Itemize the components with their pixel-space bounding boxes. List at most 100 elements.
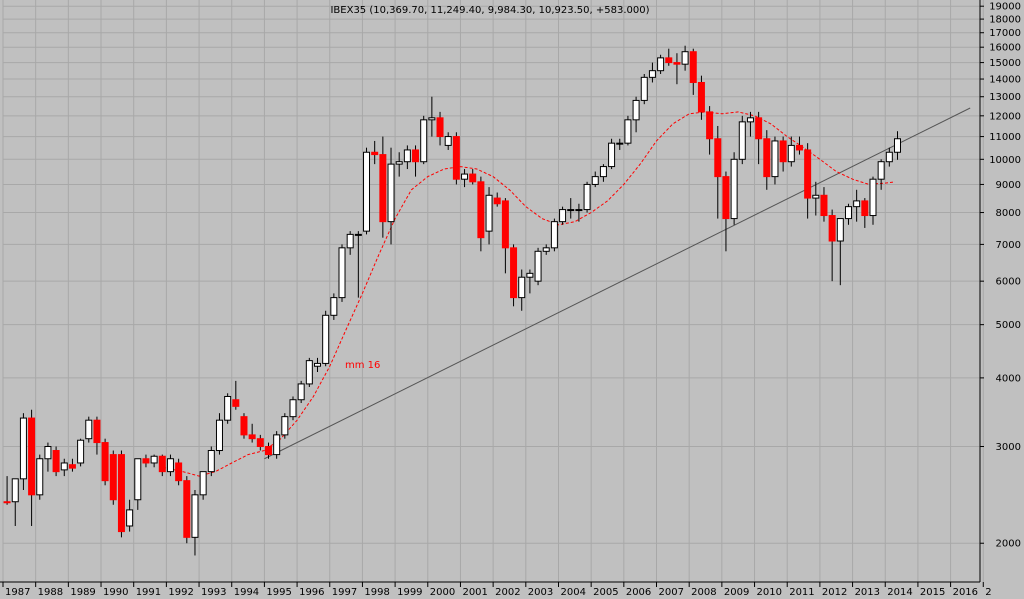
candle-body-down bbox=[673, 62, 681, 65]
x-tick-label: 2012 bbox=[822, 587, 847, 598]
candle-body-up bbox=[134, 458, 142, 501]
candle-body-down bbox=[452, 136, 460, 180]
candle-body-down bbox=[142, 458, 150, 464]
candle-body-up bbox=[648, 70, 656, 78]
x-tick-label: 1993 bbox=[201, 587, 226, 598]
x-tick-label: 2015 bbox=[920, 587, 945, 598]
x-tick-label: 2016 bbox=[953, 587, 978, 598]
trendline bbox=[264, 107, 971, 460]
candle-body-down bbox=[697, 81, 705, 113]
candle-body-up bbox=[836, 218, 844, 242]
candle-body-down bbox=[109, 454, 117, 501]
candle-body-up bbox=[526, 272, 534, 278]
x-tick-label: 2004 bbox=[560, 587, 585, 598]
x-tick-label: 1995 bbox=[266, 587, 291, 598]
y-tick-label: 9000 bbox=[996, 180, 1021, 191]
candle-body-down bbox=[379, 154, 387, 223]
candle-body-up bbox=[273, 434, 281, 456]
candle-body-up bbox=[354, 233, 362, 236]
candle-body-up bbox=[616, 142, 624, 145]
candle-body-up bbox=[330, 297, 338, 316]
candle-body-down bbox=[689, 51, 697, 83]
candle-body-up bbox=[485, 194, 493, 232]
candle-body-up bbox=[567, 209, 575, 212]
candle-body-up bbox=[583, 183, 591, 211]
moving-average-line bbox=[162, 111, 896, 477]
y-tick-label: 4000 bbox=[996, 373, 1021, 384]
y-tick-label: 18000 bbox=[989, 15, 1021, 26]
candle-body-up bbox=[44, 446, 52, 460]
candle-body-up bbox=[395, 161, 403, 165]
x-tick-label: 2008 bbox=[691, 587, 716, 598]
x-tick-label: 2010 bbox=[757, 587, 782, 598]
candle-body-up bbox=[346, 233, 354, 249]
candle-body-up bbox=[150, 455, 158, 464]
x-tick-label: 1988 bbox=[38, 587, 63, 598]
candle-body-down bbox=[861, 200, 869, 217]
candle-body-up bbox=[575, 209, 583, 212]
x-tick-label: 2001 bbox=[462, 587, 487, 598]
y-tick-label: 17000 bbox=[989, 28, 1021, 39]
candle-body-up bbox=[681, 51, 689, 65]
candle-body-down bbox=[714, 138, 722, 178]
candle-body-up bbox=[224, 395, 232, 421]
candle-body-down bbox=[68, 464, 76, 469]
candle-body-up bbox=[657, 57, 665, 72]
candle-body-up bbox=[518, 276, 526, 299]
candle-body-up bbox=[387, 163, 395, 223]
candle-body-down bbox=[804, 149, 812, 199]
y-tick-label: 6000 bbox=[996, 277, 1021, 288]
y-tick-label: 13000 bbox=[989, 92, 1021, 103]
candle-body-up bbox=[461, 173, 469, 180]
x-tick-label: 1991 bbox=[136, 587, 161, 598]
candle-body-down bbox=[501, 200, 509, 249]
candle-body-up bbox=[591, 176, 599, 185]
x-tick-label: 2 bbox=[985, 587, 991, 598]
x-tick-label: 1990 bbox=[103, 587, 128, 598]
x-tick-label: 1992 bbox=[168, 587, 193, 598]
candle-body-up bbox=[738, 121, 746, 160]
ma-annotation: mm 16 bbox=[345, 360, 380, 371]
candle-body-up bbox=[608, 142, 616, 168]
x-axis-ticks: 1987 1988 1989 1990 1991 1992 1993 1994 1995 1996… bbox=[2, 582, 992, 598]
candle-body-down bbox=[779, 140, 787, 163]
candle-body-up bbox=[36, 458, 44, 496]
candle-body-down bbox=[469, 173, 477, 183]
y-tick-label: 8000 bbox=[996, 208, 1021, 219]
candle-body-up bbox=[281, 416, 289, 436]
candle-body-up bbox=[771, 140, 779, 178]
candle-body-up bbox=[363, 151, 371, 232]
x-tick-label: 2006 bbox=[626, 587, 651, 598]
candle-body-up bbox=[542, 247, 550, 252]
y-tick-label: 10000 bbox=[989, 155, 1021, 166]
candle-body-down bbox=[256, 438, 264, 448]
x-tick-label: 1999 bbox=[397, 587, 422, 598]
candle-body-down bbox=[722, 176, 730, 220]
candle-body-down bbox=[52, 450, 60, 473]
y-tick-label: 14000 bbox=[989, 75, 1021, 86]
trendline-segment bbox=[264, 107, 971, 460]
candle-body-up bbox=[215, 419, 223, 452]
candle-body-up bbox=[599, 166, 607, 178]
x-tick-label: 1994 bbox=[234, 587, 259, 598]
candle-body-up bbox=[60, 462, 68, 471]
candle-body-down bbox=[510, 247, 518, 299]
moving-average-path bbox=[162, 111, 896, 477]
candle-body-up bbox=[289, 399, 297, 418]
x-tick-label: 2000 bbox=[430, 587, 455, 598]
x-tick-label: 2005 bbox=[593, 587, 618, 598]
candle-body-down bbox=[93, 419, 101, 444]
candle-body-up bbox=[207, 450, 215, 473]
candle-body-up bbox=[314, 362, 322, 367]
candle-body-down bbox=[795, 144, 803, 151]
candle-body-down bbox=[175, 462, 183, 482]
candle-body-up bbox=[812, 194, 820, 199]
x-tick-label: 2009 bbox=[724, 587, 749, 598]
x-tick-label: 2003 bbox=[528, 587, 553, 598]
candle-body-up bbox=[787, 144, 795, 163]
candle-body-up bbox=[730, 158, 738, 220]
x-tick-label: 2007 bbox=[659, 587, 684, 598]
candle-body-up bbox=[428, 117, 436, 121]
